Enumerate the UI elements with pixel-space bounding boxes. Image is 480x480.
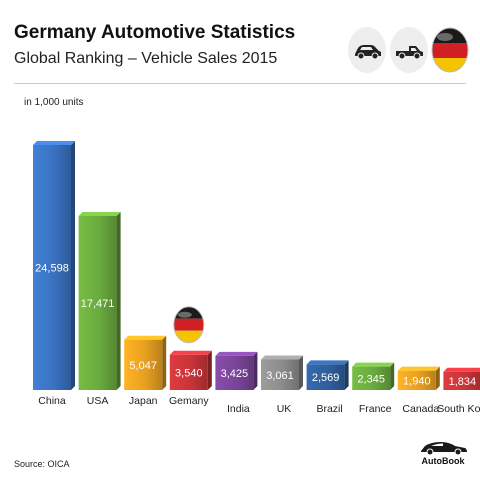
- category-label: South Korea: [437, 403, 480, 415]
- germany-flag-icon: [431, 27, 469, 73]
- category-label: Brazil: [316, 403, 342, 415]
- bar-top: [397, 366, 440, 371]
- bar-front: [124, 339, 163, 390]
- sports-car-logo-icon: [421, 442, 467, 456]
- bar-india: [215, 351, 258, 390]
- bar-front: [352, 366, 391, 390]
- category-label: France: [359, 403, 392, 415]
- bar-gemany: [169, 350, 212, 390]
- bar-side: [162, 335, 167, 390]
- bar-side: [116, 211, 121, 390]
- category-label: USA: [87, 395, 109, 407]
- bar-front: [261, 359, 299, 390]
- logo-text: AutoBook: [421, 456, 465, 466]
- category-label: Japan: [129, 395, 158, 407]
- data-label: 3,061: [266, 370, 294, 382]
- bar-side: [71, 141, 75, 390]
- page-subtitle: Global Ranking – Vehicle Sales 2015: [14, 50, 278, 67]
- bar-front: [78, 215, 117, 390]
- data-label: 17,471: [81, 298, 115, 310]
- bar-side: [253, 351, 258, 390]
- bar-japan: [124, 335, 167, 390]
- data-label: 3,425: [221, 368, 249, 380]
- bar-uk: [261, 355, 303, 390]
- bar-side: [207, 350, 212, 390]
- data-label: 1,834: [449, 376, 477, 388]
- data-label: 2,569: [312, 372, 340, 384]
- category-label: China: [38, 395, 66, 407]
- bar-south-korea: [443, 367, 480, 390]
- pickup-truck-icon: [390, 27, 428, 73]
- bar-top: [261, 355, 303, 360]
- bar-top: [33, 141, 75, 145]
- data-label: 2,345: [357, 373, 385, 385]
- autobook-logo: AutoBook: [415, 436, 471, 470]
- category-label: Gemany: [169, 395, 209, 407]
- bar-top: [169, 350, 212, 355]
- bar-top: [443, 367, 480, 372]
- bar-top: [215, 351, 258, 356]
- data-label: 5,047: [129, 360, 157, 372]
- data-label: 1,940: [403, 375, 431, 387]
- category-label: Canada: [402, 403, 439, 415]
- bar-top: [78, 211, 121, 216]
- bar-front: [397, 370, 436, 390]
- page-title: Germany Automotive Statistics: [14, 22, 296, 43]
- unit-note: in 1,000 units: [24, 97, 84, 108]
- bar-top: [306, 360, 349, 365]
- category-label: UK: [277, 403, 292, 415]
- bar-brazil: [306, 360, 349, 390]
- category-label: India: [227, 403, 250, 415]
- bar-front: [33, 145, 71, 390]
- bar-usa: [78, 211, 121, 390]
- bar-canada: [397, 366, 440, 390]
- bar-france: [352, 362, 395, 390]
- bar-china: [33, 141, 75, 390]
- data-label: 3,540: [175, 367, 203, 379]
- bar-side: [299, 355, 303, 390]
- bar-side: [435, 366, 440, 390]
- bar-top: [124, 335, 167, 340]
- bar-front: [306, 364, 345, 390]
- bar-front: [215, 355, 254, 390]
- bar-front: [443, 371, 480, 390]
- bar-side: [344, 360, 349, 390]
- bar-top: [352, 362, 395, 367]
- data-label: 24,598: [35, 263, 69, 275]
- germany-flag-marker-icon: [173, 306, 204, 343]
- car-icon: [348, 27, 386, 73]
- header-divider: [14, 83, 466, 84]
- source-note: Source: OICA: [14, 459, 70, 469]
- bar-side: [390, 362, 395, 390]
- bar-front: [169, 354, 208, 390]
